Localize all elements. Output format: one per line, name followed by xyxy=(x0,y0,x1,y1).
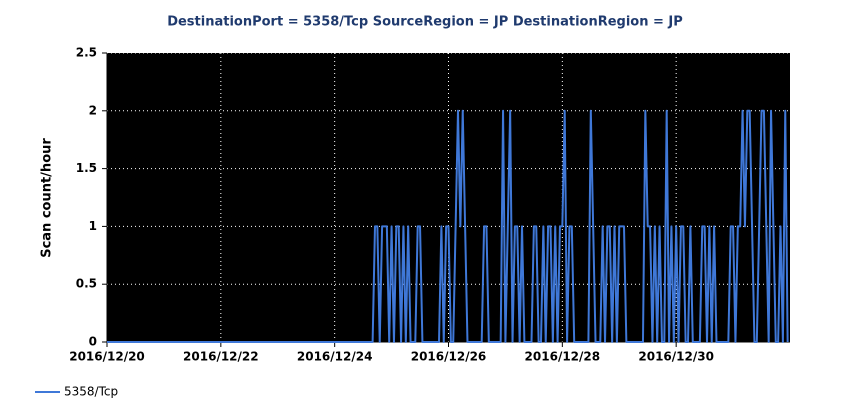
y-axis-label: Scan count/hour xyxy=(40,138,55,258)
legend-label: 5358/Tcp xyxy=(64,385,118,399)
data-line xyxy=(107,109,789,343)
x-tick-label: 2016/12/30 xyxy=(638,350,714,364)
y-tick-label: 0.5 xyxy=(76,277,97,291)
y-tick-label: 0 xyxy=(89,335,97,349)
y-tick-label: 1 xyxy=(89,219,97,233)
y-tick-label: 2 xyxy=(89,103,97,117)
x-tick-label: 2016/12/22 xyxy=(183,350,259,364)
y-tick-label: 2.5 xyxy=(76,46,97,60)
y-tick-label: 1.5 xyxy=(76,161,97,175)
x-tick-label: 2016/12/24 xyxy=(297,350,373,364)
chart-title: DestinationPort = 5358/Tcp SourceRegion … xyxy=(167,15,683,30)
x-tick-label: 2016/12/28 xyxy=(525,350,601,364)
x-tick-label: 2016/12/20 xyxy=(69,350,145,364)
x-tick-label: 2016/12/26 xyxy=(411,350,487,364)
